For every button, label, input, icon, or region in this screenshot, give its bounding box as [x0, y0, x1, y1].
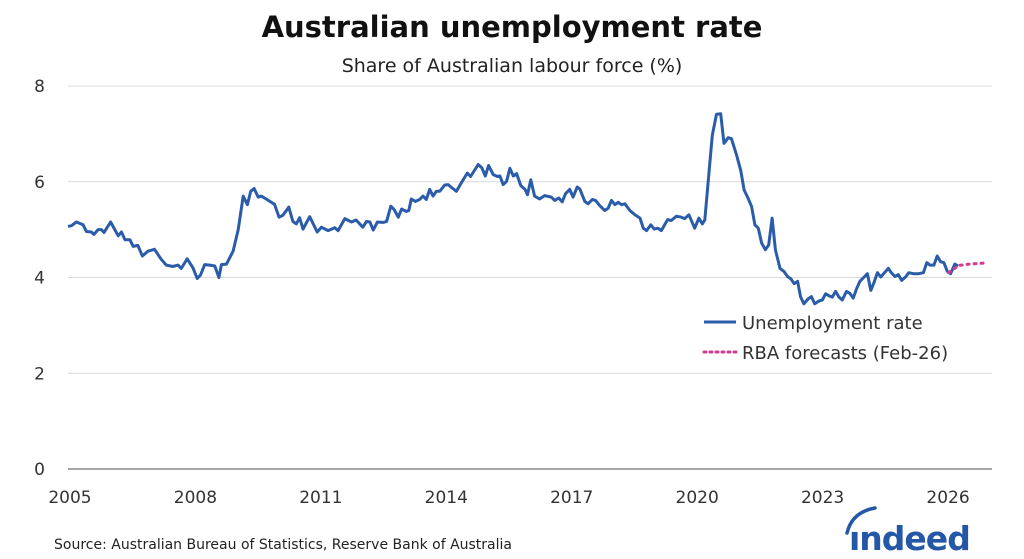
x-tick-label: 2023	[801, 488, 844, 508]
x-tick-label: 2020	[676, 488, 719, 508]
y-tick-label: 2	[34, 364, 45, 384]
y-tick-label: 0	[34, 460, 45, 480]
x-tick-label: 2011	[299, 488, 342, 508]
x-tick-label: 2026	[926, 488, 969, 508]
y-tick-label: 6	[34, 173, 45, 193]
x-tick-label: 2008	[174, 488, 217, 508]
y-tick-label: 8	[34, 77, 45, 97]
indeed-logo: ındeed	[845, 506, 971, 558]
indeed-logo-arc	[845, 506, 877, 535]
svg-text:ındeed: ındeed	[849, 519, 970, 558]
series-line-unemployment-rate	[67, 112, 959, 306]
legend: Unemployment rate RBA forecasts (Feb-26)	[702, 313, 948, 364]
x-tick-label: 2005	[48, 488, 91, 508]
chart-title: Australian unemployment rate	[261, 10, 763, 44]
legend-label-unemployment: Unemployment rate	[742, 313, 923, 334]
y-tick-label: 4	[34, 269, 45, 289]
x-tick-label: 2014	[425, 488, 468, 508]
chart-subtitle: Share of Australian labour force (%)	[341, 55, 683, 77]
x-tick-label: 2017	[550, 488, 593, 508]
series-line-rba-forecast	[947, 261, 986, 275]
legend-label-forecast: RBA forecasts (Feb-26)	[742, 343, 948, 364]
source-note: Source: Australian Bureau of Statistics,…	[54, 537, 512, 553]
